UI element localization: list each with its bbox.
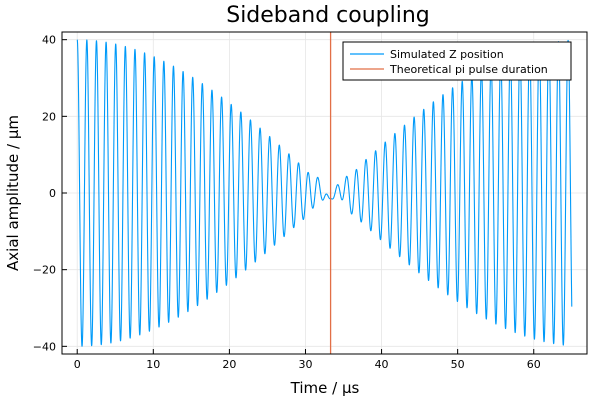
y-tick-label: 20 [42,110,56,123]
y-tick-label: 0 [49,187,56,200]
x-tick-label: 30 [298,358,312,371]
x-tick-label: 10 [146,358,160,371]
legend-box [342,41,572,81]
chart-title: Sideband coupling [226,3,430,28]
y-tick-label: −20 [33,264,56,277]
legend-label-simulated: Simulated Z position [390,48,504,61]
x-axis-label: Time / μs [290,379,360,397]
legend-label-pi-pulse: Theoretical pi pulse duration [389,63,548,76]
x-tick-label: 20 [222,358,236,371]
x-tick-labels: 0 10 20 30 40 50 60 [74,358,541,371]
tick-marks [62,39,535,354]
y-axis-label: Axial amplitude / μm [4,115,22,271]
series-simulated-z-position [76,39,573,347]
y-tick-label: 40 [42,34,56,47]
x-tick-label: 60 [527,358,541,371]
y-tick-label: −40 [33,340,56,353]
y-tick-labels: −40 −20 0 20 40 [33,34,56,354]
x-tick-label: 40 [375,358,389,371]
plot-area [76,32,573,354]
x-tick-label: 50 [451,358,465,371]
x-tick-label: 0 [74,358,81,371]
legend: Simulated Z position Theoretical pi puls… [342,41,572,81]
